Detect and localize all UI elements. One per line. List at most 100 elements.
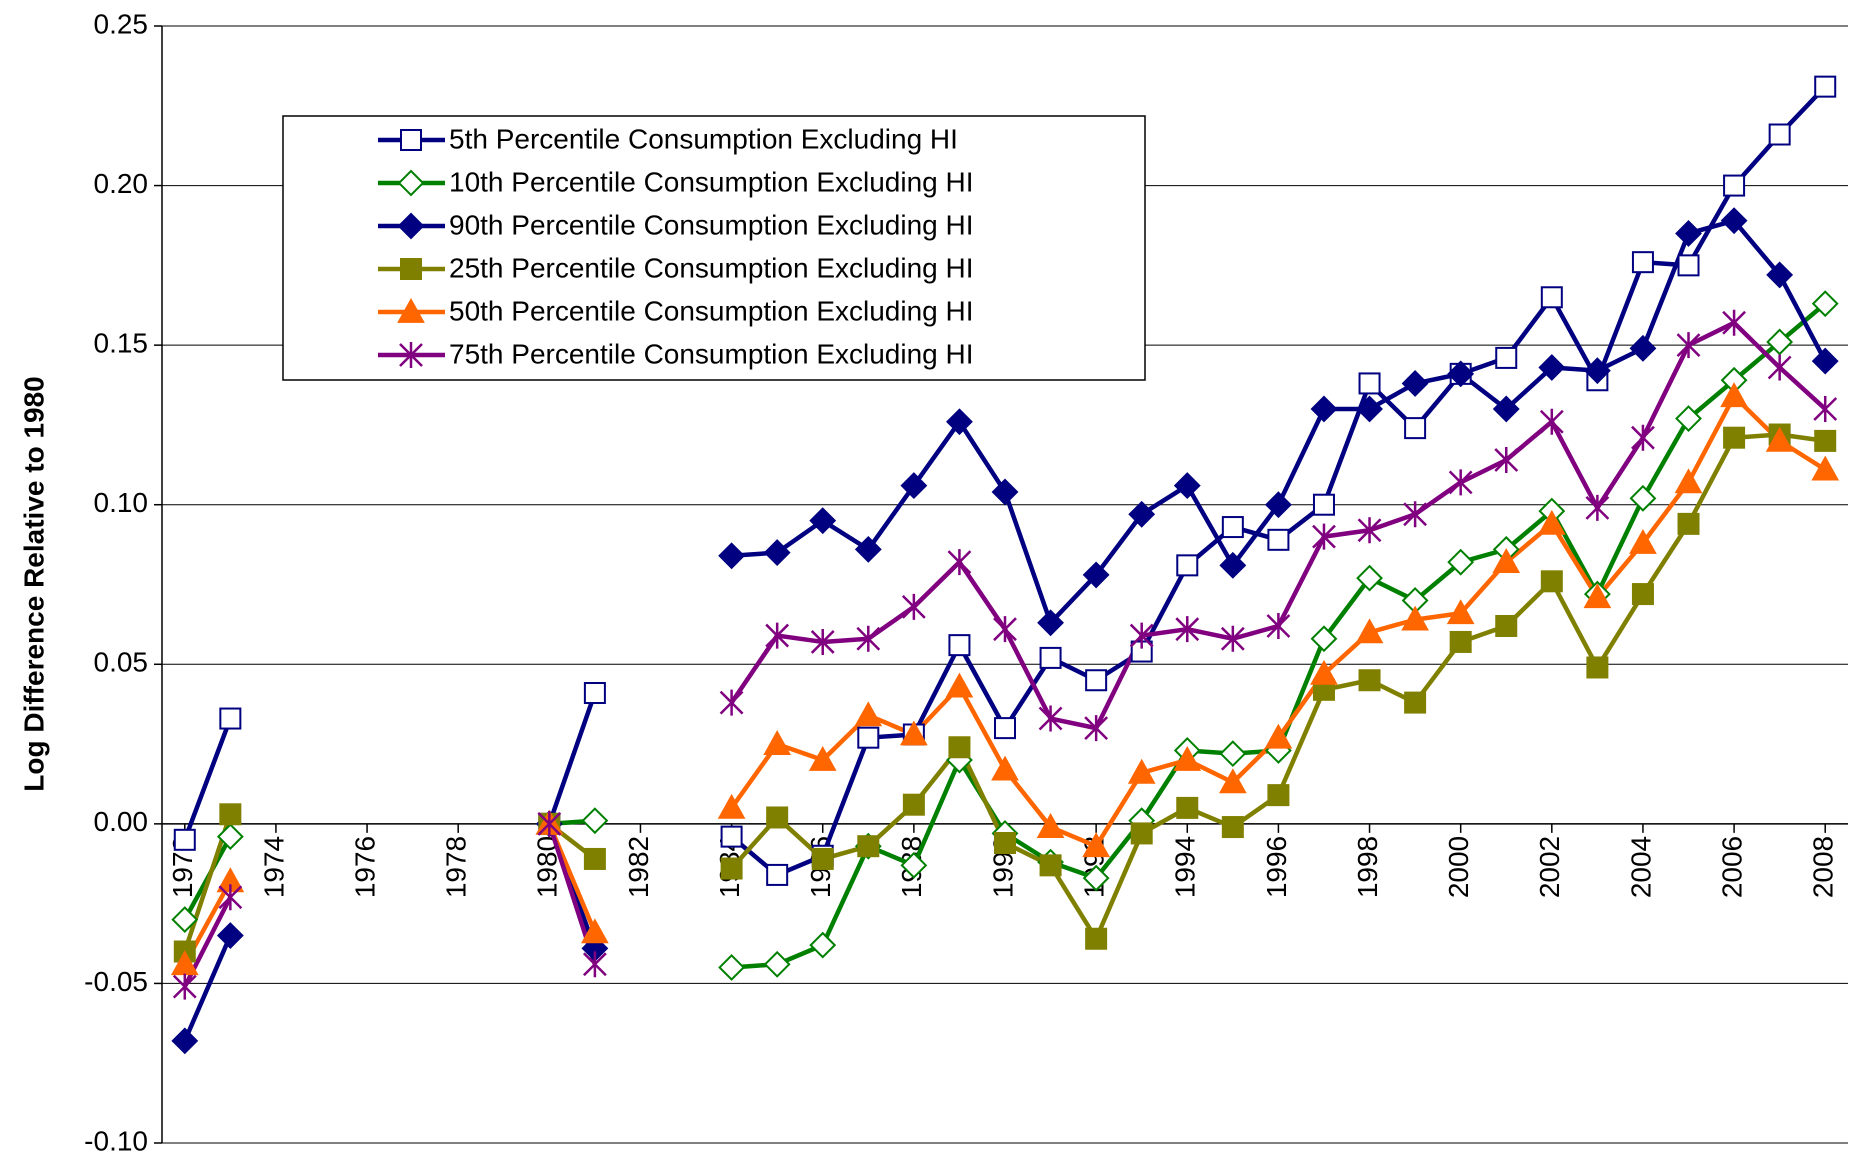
marker <box>1811 347 1839 375</box>
marker <box>1085 669 1108 692</box>
marker <box>947 549 972 576</box>
marker <box>400 258 422 280</box>
marker <box>1038 705 1063 732</box>
marker <box>766 806 789 829</box>
marker <box>1355 618 1384 644</box>
marker <box>1221 816 1244 839</box>
marker <box>399 342 423 368</box>
y-tick-label: 0.00 <box>94 806 149 837</box>
y-tick-label: 0.05 <box>94 647 149 678</box>
marker <box>1218 768 1247 794</box>
marker <box>1082 561 1110 589</box>
marker <box>1176 554 1199 577</box>
marker <box>991 478 1019 506</box>
marker <box>1220 625 1245 652</box>
marker <box>1722 309 1746 336</box>
marker <box>994 717 1016 740</box>
marker <box>811 847 834 870</box>
marker <box>857 726 880 749</box>
marker <box>1401 605 1429 631</box>
x-tick-label: 2004 <box>1625 836 1656 898</box>
marker <box>1085 927 1108 950</box>
marker <box>1036 813 1065 838</box>
marker <box>1766 328 1794 356</box>
marker <box>809 931 837 959</box>
marker <box>1266 612 1291 639</box>
marker <box>718 542 746 570</box>
marker <box>1449 630 1472 653</box>
marker <box>1583 357 1611 385</box>
marker <box>900 851 928 879</box>
y-tick-label: 0.20 <box>94 168 149 199</box>
marker <box>1356 395 1383 423</box>
marker <box>902 793 925 816</box>
marker <box>216 922 244 949</box>
marker <box>172 973 197 1000</box>
marker <box>1677 254 1700 277</box>
marker <box>1677 512 1700 535</box>
legend-label: 5th Percentile Consumption Excluding HI <box>449 123 958 154</box>
marker <box>583 847 606 870</box>
marker <box>1631 424 1655 451</box>
marker <box>1267 784 1290 807</box>
legend-label: 75th Percentile Consumption Excluding HI <box>449 338 974 369</box>
marker <box>1129 622 1154 649</box>
x-tick-label: 2000 <box>1443 836 1474 898</box>
marker <box>1039 854 1062 877</box>
y-axis-label: Log Difference Relative to 1980 <box>18 376 49 791</box>
marker <box>1447 360 1475 388</box>
marker <box>1583 583 1612 609</box>
marker <box>945 672 974 698</box>
marker <box>1130 822 1153 845</box>
x-tick-label: 1982 <box>623 836 654 898</box>
marker <box>766 863 789 886</box>
marker <box>1495 614 1518 637</box>
marker <box>1264 491 1292 519</box>
marker <box>765 622 790 649</box>
marker <box>583 682 606 705</box>
marker <box>1814 429 1837 452</box>
marker <box>581 807 609 835</box>
legend-label: 90th Percentile Consumption Excluding HI <box>449 209 974 240</box>
marker <box>1404 691 1427 714</box>
marker <box>171 1027 199 1055</box>
marker <box>173 828 196 851</box>
y-tick-label: 0.25 <box>94 8 149 39</box>
marker <box>948 634 971 657</box>
legend-label: 10th Percentile Consumption Excluding HI <box>449 166 974 197</box>
marker <box>216 823 244 851</box>
marker <box>1629 484 1657 512</box>
legend-label: 50th Percentile Consumption Excluding HI <box>449 295 974 326</box>
marker <box>1720 207 1748 235</box>
marker <box>1128 500 1156 528</box>
marker <box>1446 599 1475 625</box>
y-tick-label: 0.15 <box>94 328 149 359</box>
marker <box>1765 426 1794 452</box>
marker <box>1173 745 1202 771</box>
marker <box>717 793 746 819</box>
marker <box>763 730 792 755</box>
marker <box>1766 261 1794 289</box>
marker <box>1356 564 1383 592</box>
marker <box>1221 516 1244 539</box>
marker <box>901 593 926 620</box>
marker <box>1448 469 1473 496</box>
marker <box>1768 123 1791 146</box>
y-tick-label: -0.10 <box>84 1125 148 1156</box>
marker <box>1037 609 1064 637</box>
x-tick-label: 1974 <box>258 836 289 898</box>
y-tick-label: 0.10 <box>94 487 149 518</box>
marker <box>810 628 835 655</box>
marker <box>1631 251 1654 274</box>
marker <box>1082 864 1110 892</box>
marker <box>1082 832 1110 858</box>
marker <box>720 857 743 880</box>
marker <box>856 625 881 652</box>
marker <box>1358 372 1381 395</box>
marker <box>1537 509 1566 535</box>
marker <box>991 755 1019 781</box>
legend-label: 25th Percentile Consumption Excluding HI <box>449 252 974 283</box>
marker <box>1494 447 1519 474</box>
marker <box>1814 75 1837 98</box>
